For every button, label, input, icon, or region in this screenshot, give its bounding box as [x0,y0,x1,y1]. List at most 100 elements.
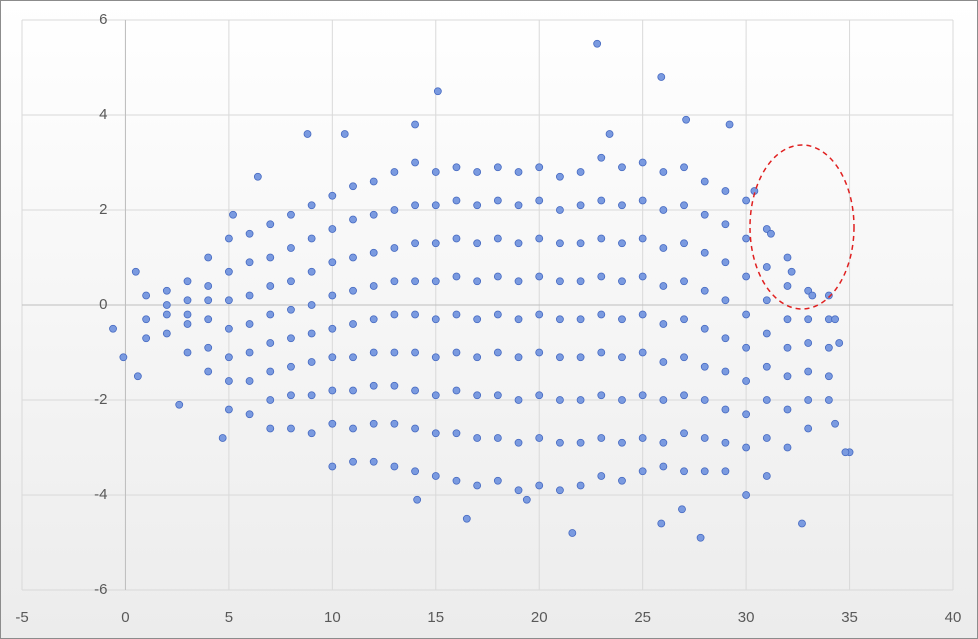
point [307,301,316,309]
point [411,310,419,319]
point [556,396,564,404]
x-tick-label: 15 [427,609,444,626]
point [349,253,357,262]
point [514,168,523,176]
point [224,377,233,385]
point [593,39,602,48]
point [742,410,751,419]
point [514,353,523,362]
point [224,353,233,362]
point [431,429,440,438]
point [618,163,626,172]
point [762,296,771,305]
point [762,329,771,338]
point [835,339,844,347]
point [618,239,626,248]
point [804,396,813,404]
x-tick-label: 25 [634,609,651,626]
point [142,334,151,343]
point [204,315,213,324]
point [824,343,833,352]
point [638,391,647,400]
point [473,239,482,248]
point [287,424,295,433]
point [109,324,117,333]
point [678,505,686,514]
point [390,168,399,176]
x-tick-label: 20 [531,609,548,626]
point [597,310,606,319]
point [162,329,171,338]
point [556,353,564,362]
point [783,282,792,290]
point [175,400,184,409]
point [657,73,666,81]
point [700,286,709,295]
point [597,391,606,400]
point [680,163,688,172]
point [576,438,585,447]
point [597,348,606,357]
point [841,448,850,457]
point [742,272,751,281]
point [824,372,833,381]
point [682,115,691,124]
point [452,386,461,395]
point [369,282,378,290]
point [349,386,357,395]
point [721,220,730,229]
point [162,286,171,295]
point [245,258,254,267]
point [618,476,626,485]
point [369,419,378,428]
point [340,130,349,138]
point [473,353,482,362]
point [514,201,523,210]
point [659,438,668,447]
point [700,362,709,371]
point [659,168,668,176]
y-tick-label: -6 [94,581,107,598]
point [245,348,254,357]
point [390,244,399,252]
point [721,187,730,195]
point [680,239,688,248]
point [245,229,254,238]
point [411,424,419,433]
point [700,467,709,476]
point [224,324,233,333]
point [349,457,357,466]
point [618,438,626,447]
point [659,396,668,404]
point [307,201,316,210]
point [618,277,626,286]
point [328,225,337,233]
point [307,329,316,338]
point [576,353,585,362]
point [307,358,316,366]
point [328,291,337,300]
x-tick-label: 0 [121,609,129,626]
point [721,258,730,267]
point [142,315,151,324]
point [700,434,709,442]
point [657,519,666,528]
point [287,277,295,286]
point [307,267,316,276]
point [266,396,275,404]
point [556,172,564,181]
point [253,172,262,181]
point [638,158,647,167]
point [680,201,688,210]
point [576,168,585,176]
point [349,353,357,362]
point [287,210,295,219]
point [183,320,192,328]
point [762,362,771,371]
point [473,391,482,400]
point [349,320,357,328]
point [493,310,502,319]
point [568,529,577,537]
point [700,248,709,257]
point [349,286,357,295]
